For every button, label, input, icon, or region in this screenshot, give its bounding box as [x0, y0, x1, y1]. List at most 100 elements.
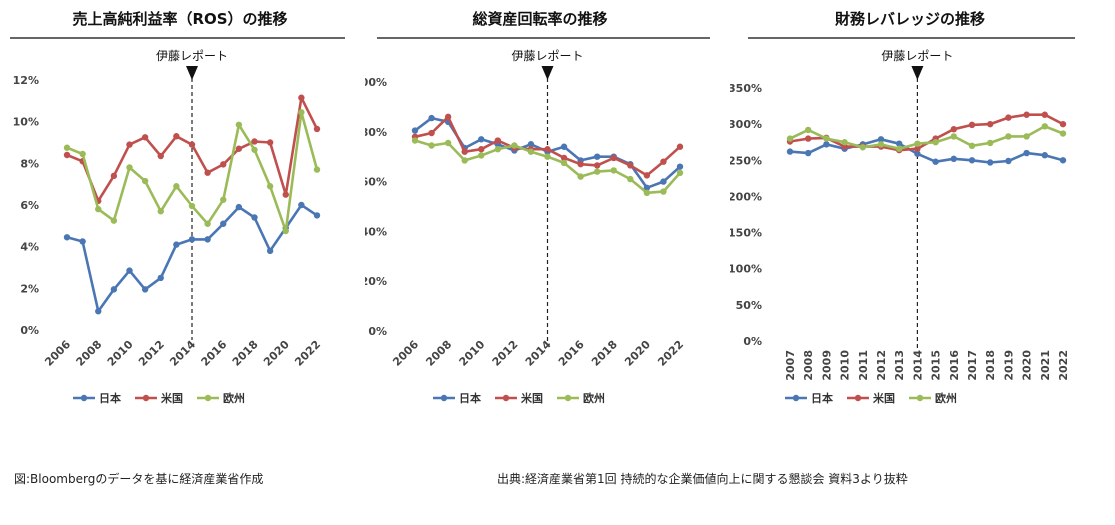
- data-point: [220, 196, 227, 203]
- data-point: [627, 175, 634, 183]
- y-tick-label: 50%: [736, 299, 762, 312]
- data-point: [173, 133, 180, 140]
- data-point: [173, 183, 180, 190]
- data-point: [251, 146, 258, 153]
- data-point: [544, 153, 551, 160]
- data-point: [411, 137, 419, 144]
- x-tick-label: 2008: [802, 350, 815, 381]
- ros-chart-panel: 売上高純利益率（ROS）の推移 0% 2% 4% 6% 8% 10% 12% 2006 2008 2…: [5, 0, 360, 430]
- legend-swatch-marker: [204, 394, 212, 402]
- data-point: [877, 141, 885, 148]
- x-tick-label: 2010: [839, 350, 852, 381]
- series-line-3: [789, 125, 1064, 150]
- data-point: [560, 154, 568, 162]
- data-point: [313, 166, 321, 173]
- data-point: [478, 152, 485, 159]
- x-tick-label: 2012: [875, 350, 888, 381]
- y-tick-label: 80%: [365, 126, 387, 139]
- annotation-marker-icon: [541, 66, 554, 80]
- data-point: [266, 139, 274, 146]
- x-tick-label: 2017: [966, 350, 979, 381]
- data-point: [313, 212, 321, 219]
- legend-label: 米国: [520, 391, 543, 405]
- data-point: [577, 160, 584, 168]
- y-tick-label: 10%: [13, 116, 39, 129]
- data-point: [577, 173, 584, 180]
- data-point: [173, 241, 180, 248]
- y-tick-label: 0%: [20, 324, 39, 337]
- x-tick-label: 2021: [1039, 350, 1052, 381]
- x-tick-label: 2018: [589, 338, 620, 369]
- data-point: [478, 146, 485, 153]
- data-point: [841, 139, 848, 146]
- data-point: [610, 167, 617, 174]
- data-point: [444, 139, 452, 147]
- data-point: [251, 214, 258, 221]
- data-point: [282, 191, 289, 198]
- x-tick-label: 2016: [556, 338, 587, 369]
- data-point: [914, 150, 921, 157]
- data-point: [805, 135, 812, 142]
- data-point: [126, 164, 133, 171]
- data-point: [461, 157, 468, 164]
- data-point: [204, 220, 211, 227]
- data-point: [461, 148, 468, 155]
- y-tick-label: 40%: [365, 225, 387, 238]
- data-point: [110, 217, 118, 224]
- data-point: [660, 188, 667, 195]
- data-point: [204, 169, 211, 176]
- data-point: [877, 136, 885, 143]
- data-point: [157, 274, 164, 282]
- data-point: [610, 154, 617, 162]
- data-point: [282, 227, 289, 235]
- data-point: [1059, 157, 1067, 164]
- x-tick-label: 2022: [655, 338, 686, 369]
- data-point: [593, 162, 601, 169]
- data-point: [968, 142, 976, 150]
- chart-title: 財務レバレッジの推移: [834, 10, 985, 28]
- data-point: [987, 159, 994, 166]
- data-point: [896, 145, 903, 152]
- y-tick-label: 350%: [730, 82, 762, 95]
- x-tick-label: 2018: [984, 350, 997, 381]
- data-point: [95, 205, 102, 213]
- data-point: [786, 135, 794, 142]
- x-tick-label: 2022: [1057, 350, 1070, 381]
- caption-source-right: 出典:経済産業省第1回 持続的な企業価値向上に関する懇談会 資料3より抜粋: [497, 472, 908, 486]
- chart-title: 売上高純利益率（ROS）の推移: [72, 10, 287, 28]
- annotation-marker-icon: [186, 66, 198, 80]
- legend-label: 日本: [459, 391, 481, 405]
- y-tick-label: 60%: [365, 176, 387, 189]
- data-point: [1023, 111, 1030, 118]
- data-point: [79, 150, 86, 158]
- data-point: [643, 184, 651, 192]
- data-point: [126, 267, 133, 274]
- data-point: [823, 141, 830, 148]
- data-point: [676, 169, 684, 177]
- data-point: [593, 153, 601, 160]
- legend-swatch-marker: [502, 394, 510, 402]
- data-point: [627, 162, 634, 169]
- chart-title: 総資産回転率の推移: [472, 10, 607, 28]
- x-tick-label: 2006: [42, 338, 73, 369]
- x-tick-label: 2013: [893, 350, 906, 381]
- data-point: [1041, 152, 1048, 159]
- data-point: [235, 203, 243, 211]
- legend-swatch-marker: [792, 394, 800, 402]
- x-tick-label: 2016: [199, 338, 230, 369]
- y-tick-label: 6%: [20, 199, 39, 212]
- data-point: [643, 172, 651, 179]
- data-point: [805, 126, 812, 134]
- financial-leverage-chart-panel: 財務レバレッジの推移 0% 50% 100% 150% 200% 250% 300% 350% 2…: [730, 0, 1085, 430]
- data-point: [1005, 157, 1012, 165]
- data-point: [1023, 133, 1030, 140]
- data-point: [676, 143, 684, 150]
- data-point: [298, 109, 305, 116]
- y-tick-label: 2%: [20, 282, 39, 295]
- data-point: [1041, 123, 1048, 130]
- data-point: [411, 127, 419, 134]
- x-tick-label: 2012: [490, 338, 521, 369]
- y-tick-label: 12%: [13, 74, 39, 87]
- data-point: [950, 155, 957, 163]
- y-tick-label: 20%: [365, 275, 387, 288]
